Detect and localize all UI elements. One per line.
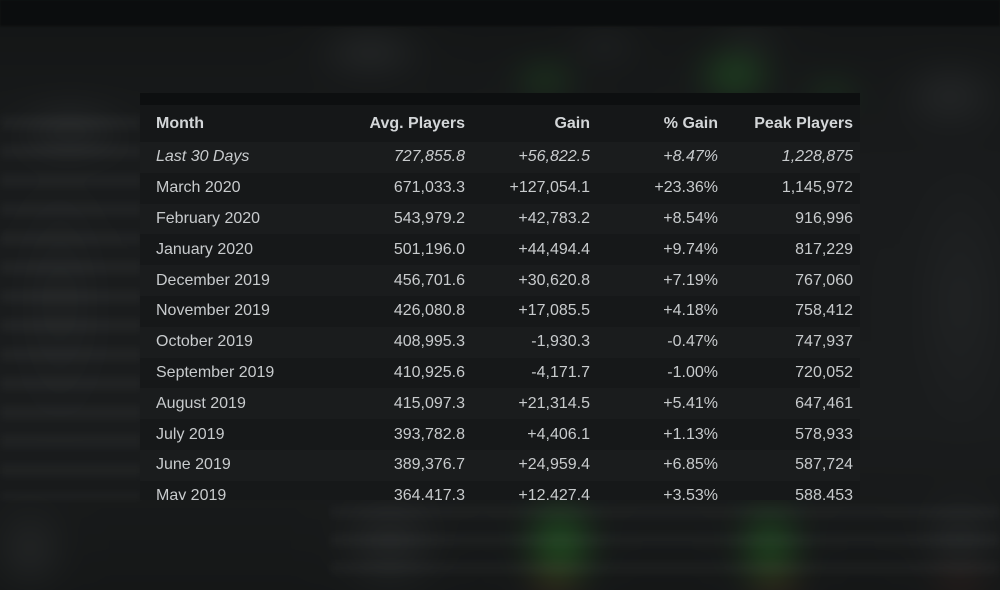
cell-month: November 2019 (156, 302, 270, 320)
cell-avg: 389,376.7 (393, 456, 465, 474)
column-header-pct-gain: % Gain (595, 105, 723, 142)
cell-peak: 647,461 (795, 394, 853, 412)
cell-avg: 543,979.2 (393, 209, 465, 227)
cell-avg: 426,080.8 (393, 302, 465, 320)
cell-peak: 720,052 (795, 363, 853, 381)
column-header-avg-players: Avg. Players (360, 105, 470, 142)
cell-gain: +30,620.8 (518, 271, 590, 289)
table-row: December 2019 456,701.6 +30,620.8 +7.19% 767… (140, 265, 860, 296)
cell-pct-gain: +3.53% (663, 487, 718, 500)
table-header-row: Month Avg. Players Gain % Gain Peak Play… (140, 105, 860, 142)
cell-avg: 671,033.3 (393, 179, 465, 197)
cell-peak: 758,412 (795, 302, 853, 320)
cell-peak: 588,453 (795, 487, 853, 500)
cell-gain: +42,783.2 (518, 209, 590, 227)
cell-pct-gain: +9.74% (663, 240, 718, 258)
cell-month: January 2020 (156, 240, 253, 258)
column-header-peak-players: Peak Players (723, 105, 860, 142)
cell-gain: +12,427.4 (518, 487, 590, 500)
cell-gain: +17,085.5 (518, 302, 590, 320)
panel-top-strip (140, 93, 860, 105)
table-row: Last 30 Days 727,855.8 +56,822.5 +8.47% 1,22… (140, 142, 860, 173)
column-header-gain: Gain (470, 105, 595, 142)
table-row: February 2020 543,979.2 +42,783.2 +8.54% 916… (140, 203, 860, 235)
cell-avg: 501,196.0 (393, 240, 465, 258)
cell-pct-gain: +8.54% (663, 209, 718, 227)
cell-avg: 393,782.8 (393, 425, 465, 443)
cell-peak: 916,996 (795, 209, 853, 227)
cell-pct-gain: +4.18% (663, 302, 718, 320)
cell-peak: 1,145,972 (781, 179, 853, 197)
cell-gain: +56,822.5 (518, 148, 590, 166)
cell-peak: 578,933 (795, 425, 853, 443)
cell-pct-gain: +1.13% (663, 425, 718, 443)
table-row: September 2019 410,925.6 -4,171.7 -1.00% 720… (140, 357, 860, 389)
cell-gain: +44,494.4 (518, 240, 590, 258)
cell-gain: +4,406.1 (527, 425, 590, 443)
table-header: Month Avg. Players Gain % Gain Peak Play… (140, 105, 860, 142)
cell-month: July 2019 (156, 425, 225, 443)
cell-month: August 2019 (156, 394, 246, 412)
cell-avg: 364,417.3 (393, 487, 465, 500)
cell-pct-gain: -0.47% (667, 333, 718, 351)
cell-pct-gain: +6.85% (663, 456, 718, 474)
cell-month: May 2019 (156, 487, 227, 500)
table-row: August 2019 415,097.3 +21,314.5 +5.41% 647,4… (140, 388, 860, 420)
table-row: July 2019 393,782.8 +4,406.1 +1.13% 578,933 (140, 419, 860, 450)
table-row: October 2019 408,995.3 -1,930.3 -0.47% 747,9… (140, 326, 860, 358)
cell-gain: +21,314.5 (518, 394, 590, 412)
cell-pct-gain: +7.19% (663, 271, 718, 289)
cell-pct-gain: +23.36% (654, 179, 718, 197)
cell-month: September 2019 (156, 363, 275, 381)
cell-gain: +127,054.1 (509, 179, 590, 197)
cell-peak: 767,060 (795, 271, 853, 289)
cell-avg: 456,701.6 (393, 271, 465, 289)
cell-gain: -1,930.3 (531, 333, 590, 351)
cell-avg: 727,855.8 (393, 148, 465, 166)
column-header-month: Month (140, 105, 360, 142)
cell-peak: 747,937 (795, 333, 853, 351)
cell-gain: +24,959.4 (518, 456, 590, 474)
cell-month: February 2020 (156, 209, 261, 227)
table-row: June 2019 389,376.7 +24,959.4 +6.85% 587,724 (140, 449, 860, 481)
cell-pct-gain: -1.00% (667, 363, 718, 381)
cell-avg: 408,995.3 (393, 333, 465, 351)
table-row: May 2019 364,417.3 +12,427.4 +3.53% 588,453 (140, 480, 860, 500)
table-row: November 2019 426,080.8 +17,085.5 +4.18% 758… (140, 295, 860, 327)
cell-gain: -4,171.7 (531, 363, 590, 381)
table-row: March 2020 671,033.3 +127,054.1 +23.36% 1,14… (140, 172, 860, 204)
cell-month: December 2019 (156, 271, 270, 289)
player-stats-panel: Month Avg. Players Gain % Gain Peak Play… (140, 93, 860, 500)
cell-month: June 2019 (156, 456, 231, 474)
cell-pct-gain: +5.41% (663, 394, 718, 412)
cell-month: October 2019 (156, 333, 253, 351)
blurred-left-rows (0, 115, 142, 500)
table-body: Last 30 Days 727,855.8 +56,822.5 +8.47% 1,22… (140, 142, 860, 500)
cell-month: March 2020 (156, 179, 241, 197)
cell-peak: 587,724 (795, 456, 853, 474)
table-row: January 2020 501,196.0 +44,494.4 +9.74% 817,… (140, 234, 860, 266)
blurred-bottom-rows (330, 505, 1000, 585)
cell-month: Last 30 Days (156, 148, 250, 166)
cell-avg: 410,925.6 (393, 363, 465, 381)
cell-avg: 415,097.3 (393, 394, 465, 412)
site-top-nav-bar (0, 0, 1000, 26)
cell-pct-gain: +8.47% (663, 148, 718, 166)
cell-peak: 1,228,875 (781, 148, 853, 166)
cell-peak: 817,229 (795, 240, 853, 258)
monthly-players-table: Month Avg. Players Gain % Gain Peak Play… (140, 105, 860, 500)
